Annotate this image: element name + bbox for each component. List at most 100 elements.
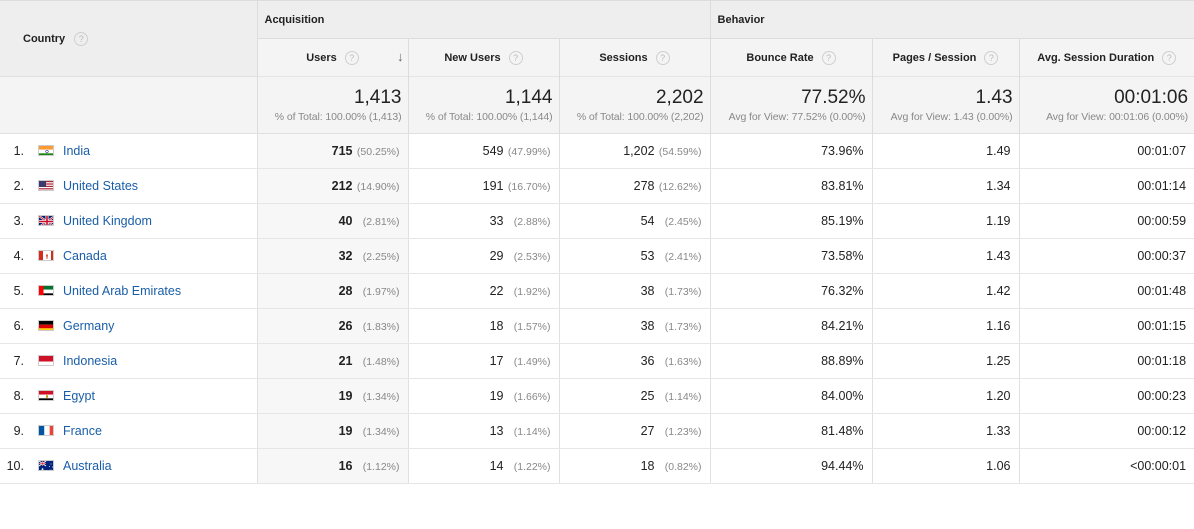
users-value: 26: [338, 319, 353, 333]
table-row: 6. Germany 26 (1.83%) 18 (1.57%) 38 (1.73%) 84.2…: [0, 308, 1194, 344]
country-cell: 2. United States: [0, 168, 257, 204]
bounce-rate-column-header[interactable]: Bounce Rate?: [709, 38, 873, 77]
country-link[interactable]: Indonesia: [63, 354, 118, 368]
avg-session-duration-cell: 00:01:15: [1018, 308, 1194, 344]
new-users-value: 33: [489, 214, 504, 228]
help-icon[interactable]: ?: [655, 50, 670, 65]
new-users-percent: (1.92%): [513, 286, 551, 298]
bounce-rate-cell: 88.89%: [709, 343, 873, 379]
avg-session-duration-cell: 00:00:59: [1018, 203, 1194, 239]
country-link[interactable]: United Arab Emirates: [63, 284, 182, 298]
table-row: 8. Egypt 19 (1.34%) 19 (1.66%) 25 (1.14%) 84.00%…: [0, 378, 1194, 414]
new-users-value: 18: [489, 319, 504, 333]
users-value: 19: [338, 389, 353, 403]
users-percent: (1.48%): [362, 356, 400, 368]
new-users-value: 13: [489, 424, 504, 438]
india-flag-icon: [38, 145, 54, 156]
sessions-value: 18: [640, 459, 655, 473]
users-percent: (1.83%): [362, 321, 400, 333]
pages-per-session-column-header[interactable]: Pages / Session?: [871, 38, 1020, 77]
sessions-percent: (1.23%): [664, 426, 702, 438]
country-link[interactable]: Germany: [63, 319, 115, 333]
country-link[interactable]: France: [63, 424, 102, 438]
country-link[interactable]: United States: [63, 179, 139, 193]
new-users-value: 19: [489, 389, 504, 403]
totals-row: 1,413 % of Total: 100.00% (1,413) 1,144 % …: [0, 76, 1194, 134]
row-index: 6.: [13, 319, 24, 333]
total-avg-session-duration: 00:01:06 Avg for View: 00:01:06 (0.00%): [1018, 76, 1194, 134]
country-cell: 8. Egypt: [0, 378, 257, 414]
users-value: 19: [338, 424, 353, 438]
sessions-cell: 27 (1.23%): [558, 413, 711, 449]
help-icon[interactable]: ?: [1162, 50, 1177, 65]
users-cell: 26 (1.83%): [256, 308, 408, 344]
row-index: 1.: [13, 144, 24, 158]
table-row: 7. Indonesia 21 (1.48%) 17 (1.49%) 36 (1.63%) 88…: [0, 343, 1194, 379]
bounce-rate-cell: 84.00%: [709, 378, 873, 414]
users-percent: (2.81%): [362, 216, 400, 228]
new-users-percent: (1.49%): [513, 356, 551, 368]
pages-per-session-cell: 1.34: [871, 168, 1020, 204]
pages-per-session-cell: 1.42: [871, 273, 1020, 309]
canada-flag-icon: [38, 250, 54, 261]
table-row: 5. United Arab Emirates 28 (1.97%) 22 (1.92%)…: [0, 273, 1194, 309]
new-users-column-header[interactable]: New Users?: [407, 38, 559, 77]
country-cell: 4. Canada: [0, 238, 257, 274]
row-index: 4.: [13, 249, 24, 263]
new-users-header-label: New Users: [444, 51, 501, 64]
germany-flag-icon: [38, 320, 54, 331]
country-link[interactable]: India: [63, 144, 91, 158]
new-users-cell: 191 (16.70%): [407, 168, 559, 204]
total-subtext: Avg for View: 77.52% (0.00%): [728, 111, 866, 123]
sessions-value: 38: [640, 319, 655, 333]
table-row: 2. United States 212 (14.90%) 191 (16.70%) 278…: [0, 168, 1194, 204]
country-cell: 3. United Kingdom: [0, 203, 257, 239]
new-users-cell: 17 (1.49%): [407, 343, 559, 379]
help-icon[interactable]: ?: [74, 31, 89, 46]
total-subtext: % of Total: 100.00% (1,413): [274, 111, 402, 123]
users-value: 212: [331, 179, 353, 193]
acquisition-group-header: Acquisition: [256, 0, 711, 39]
users-cell: 212 (14.90%): [256, 168, 408, 204]
behavior-group-header: Behavior: [709, 0, 1194, 39]
help-icon[interactable]: ?: [821, 50, 836, 65]
new-users-percent: (1.22%): [513, 461, 551, 473]
country-link[interactable]: Australia: [63, 459, 112, 473]
country-column-header[interactable]: Country ?: [0, 0, 257, 77]
help-icon[interactable]: ?: [344, 50, 359, 65]
new-users-percent: (2.88%): [513, 216, 551, 228]
new-users-percent: (1.66%): [513, 391, 551, 403]
total-subtext: % of Total: 100.00% (1,144): [425, 111, 553, 123]
sessions-percent: (1.63%): [664, 356, 702, 368]
help-icon[interactable]: ?: [508, 50, 523, 65]
new-users-cell: 22 (1.92%): [407, 273, 559, 309]
sessions-cell: 38 (1.73%): [558, 308, 711, 344]
pages-per-session-cell: 1.16: [871, 308, 1020, 344]
country-link[interactable]: Egypt: [63, 389, 95, 403]
new-users-value: 22: [489, 284, 504, 298]
country-link[interactable]: Canada: [63, 249, 107, 263]
sessions-value: 278: [633, 179, 655, 193]
country-link[interactable]: United Kingdom: [63, 214, 152, 228]
country-cell: 9. France: [0, 413, 257, 449]
sessions-percent: (1.14%): [664, 391, 702, 403]
row-index: 8.: [13, 389, 24, 403]
total-subtext: % of Total: 100.00% (2,202): [576, 111, 704, 123]
uk-flag-icon: [38, 215, 54, 226]
new-users-percent: (1.57%): [513, 321, 551, 333]
pages-per-session-header-label: Pages / Session: [892, 51, 977, 64]
users-value: 32: [338, 249, 353, 263]
avg-session-duration-column-header[interactable]: Avg. Session Duration?: [1018, 38, 1194, 77]
avg-session-duration-cell: 00:01:07: [1018, 133, 1194, 169]
sessions-cell: 1,202 (54.59%): [558, 133, 711, 169]
avg-session-duration-header-label: Avg. Session Duration: [1037, 51, 1155, 64]
users-percent: (1.12%): [362, 461, 400, 473]
bounce-rate-cell: 76.32%: [709, 273, 873, 309]
row-index: 5.: [13, 284, 24, 298]
pages-per-session-cell: 1.19: [871, 203, 1020, 239]
sort-descending-icon[interactable]: ↓: [397, 49, 404, 64]
users-column-header[interactable]: Users? ↓: [256, 38, 408, 77]
help-icon[interactable]: ?: [984, 50, 999, 65]
sessions-column-header[interactable]: Sessions?: [558, 38, 711, 77]
total-value: 00:01:06: [1114, 87, 1189, 108]
